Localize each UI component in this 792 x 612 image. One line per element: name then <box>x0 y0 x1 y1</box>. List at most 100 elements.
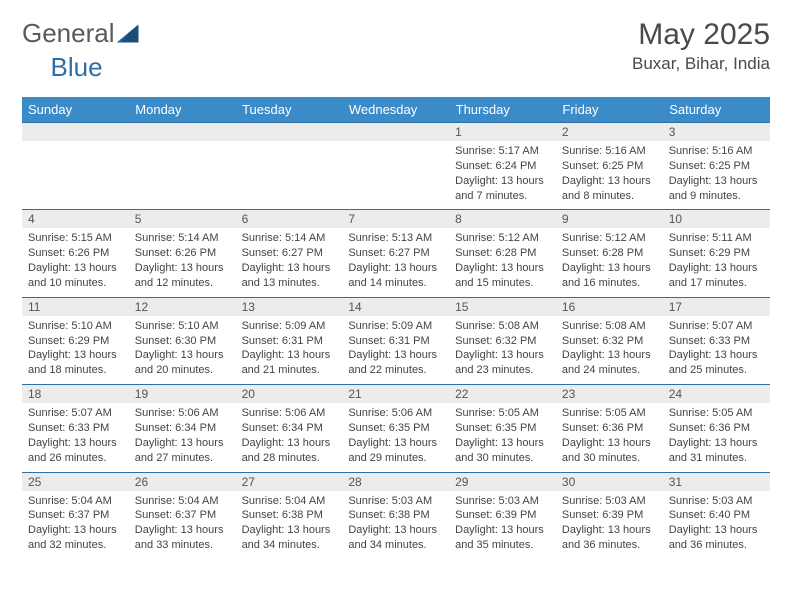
sunrise-line: Sunrise: 5:03 AM <box>348 494 443 509</box>
sunrise-line: Sunrise: 5:03 AM <box>455 494 550 509</box>
sunset-line: Sunset: 6:36 PM <box>562 421 657 436</box>
daylight-line: Daylight: 13 hours and 35 minutes. <box>455 523 550 553</box>
daylight-line: Daylight: 13 hours and 34 minutes. <box>242 523 337 553</box>
day-number: 19 <box>129 385 236 404</box>
sunset-line: Sunset: 6:27 PM <box>242 246 337 261</box>
daylight-line: Daylight: 13 hours and 8 minutes. <box>562 174 657 204</box>
day-cell: Sunrise: 5:05 AMSunset: 6:36 PMDaylight:… <box>663 403 770 472</box>
day-number: 8 <box>449 210 556 229</box>
day-number: 4 <box>22 210 129 229</box>
day-number-row: 18192021222324 <box>22 385 770 404</box>
sunset-line: Sunset: 6:38 PM <box>242 508 337 523</box>
day-number: 20 <box>236 385 343 404</box>
daylight-line: Daylight: 13 hours and 28 minutes. <box>242 436 337 466</box>
sunrise-line: Sunrise: 5:05 AM <box>562 406 657 421</box>
sunset-line: Sunset: 6:37 PM <box>135 508 230 523</box>
daylight-line: Daylight: 13 hours and 27 minutes. <box>135 436 230 466</box>
day-detail-row: Sunrise: 5:04 AM Sunset: 6:37 PM Daylight:… <box>22 491 770 559</box>
calendar-table: SundayMondayTuesdayWednesdayThursdayFrid… <box>22 97 770 559</box>
sunset-line: Sunset: 6:26 PM <box>28 246 123 261</box>
daylight-line: Daylight: 13 hours and 34 minutes. <box>348 523 443 553</box>
sunrise-line: Sunrise: 5:07 AM <box>669 319 764 334</box>
day-cell: Sunrise: 5:08 AMSunset: 6:32 PMDaylight:… <box>449 316 556 385</box>
sunset-line: Sunset: 6:40 PM <box>669 508 764 523</box>
day-cell: Sunrise: 5:06 AMSunset: 6:34 PMDaylight:… <box>129 403 236 472</box>
sunrise-line: Sunrise: 5:07 AM <box>28 406 123 421</box>
sunrise-line: Sunrise: 5:17 AM <box>455 144 550 159</box>
sunset-line: Sunset: 6:31 PM <box>242 334 337 349</box>
day-number: 26 <box>129 472 236 491</box>
sunset-line: Sunset: 6:34 PM <box>135 421 230 436</box>
sunset-line: Sunset: 6:29 PM <box>28 334 123 349</box>
day-number: 16 <box>556 297 663 316</box>
day-cell: Sunrise: 5:16 AMSunset: 6:25 PMDaylight:… <box>663 141 770 210</box>
month-title: May 2025 <box>632 18 770 52</box>
day-number: 23 <box>556 385 663 404</box>
daylight-line: Daylight: 13 hours and 13 minutes. <box>242 261 337 291</box>
sunset-line: Sunset: 6:26 PM <box>135 246 230 261</box>
day-number <box>22 123 129 142</box>
day-cell: Sunrise: 5:12 AMSunset: 6:28 PMDaylight:… <box>556 228 663 297</box>
day-detail-row: Sunrise: 5:15 AMSunset: 6:26 PMDaylight:… <box>22 228 770 297</box>
day-number: 1 <box>449 123 556 142</box>
daylight-line: Daylight: 13 hours and 20 minutes. <box>135 348 230 378</box>
day-cell: Sunrise: 5:07 AMSunset: 6:33 PMDaylight:… <box>663 316 770 385</box>
day-number-row: 123 <box>22 123 770 142</box>
daylight-line: Daylight: 13 hours and 30 minutes. <box>562 436 657 466</box>
day-cell: Sunrise: 5:04 AMSunset: 6:37 PMDaylight:… <box>22 491 129 559</box>
weekday-header: Thursday <box>449 97 556 123</box>
sunset-line: Sunset: 6:24 PM <box>455 159 550 174</box>
sunrise-line: Sunrise: 5:05 AM <box>669 406 764 421</box>
sunrise-line: Sunrise: 5:12 AM <box>562 231 657 246</box>
day-number: 28 <box>342 472 449 491</box>
day-cell: Sunrise: 5:15 AMSunset: 6:26 PMDaylight:… <box>22 228 129 297</box>
day-cell: Sunrise: 5:04 AMSunset: 6:38 PMDaylight:… <box>236 491 343 559</box>
day-number: 22 <box>449 385 556 404</box>
day-number: 12 <box>129 297 236 316</box>
day-number: 30 <box>556 472 663 491</box>
day-number: 21 <box>342 385 449 404</box>
sunrise-line: Sunrise: 5:04 AM <box>28 494 123 509</box>
day-number: 31 <box>663 472 770 491</box>
day-number-row: 25262728293031 <box>22 472 770 491</box>
day-cell <box>129 141 236 210</box>
day-cell: Sunrise: 5:13 AMSunset: 6:27 PMDaylight:… <box>342 228 449 297</box>
daylight-line: Daylight: 13 hours and 36 minutes. <box>562 523 657 553</box>
daylight-line: Daylight: 13 hours and 29 minutes. <box>348 436 443 466</box>
sunset-line: Sunset: 6:38 PM <box>348 508 443 523</box>
day-number <box>342 123 449 142</box>
sunrise-line: Sunrise: 5:16 AM <box>669 144 764 159</box>
day-number: 6 <box>236 210 343 229</box>
day-cell: Sunrise: 5:03 AMSunset: 6:38 PMDaylight:… <box>342 491 449 559</box>
day-number: 25 <box>22 472 129 491</box>
daylight-line: Daylight: 13 hours and 10 minutes. <box>28 261 123 291</box>
sunset-line: Sunset: 6:27 PM <box>348 246 443 261</box>
weekday-header: Wednesday <box>342 97 449 123</box>
sunrise-line: Sunrise: 5:04 AM <box>242 494 337 509</box>
weekday-header: Friday <box>556 97 663 123</box>
sunrise-line: Sunrise: 5:03 AM <box>562 494 657 509</box>
daylight-line: Daylight: 13 hours and 26 minutes. <box>28 436 123 466</box>
day-cell: Sunrise: 5:06 AMSunset: 6:34 PMDaylight:… <box>236 403 343 472</box>
day-number: 9 <box>556 210 663 229</box>
sunrise-line: Sunrise: 5:14 AM <box>135 231 230 246</box>
weekday-header: Sunday <box>22 97 129 123</box>
day-cell <box>236 141 343 210</box>
day-cell: Sunrise: 5:04 AMSunset: 6:37 PMDaylight:… <box>129 491 236 559</box>
sunrise-line: Sunrise: 5:08 AM <box>562 319 657 334</box>
day-cell: Sunrise: 5:10 AMSunset: 6:29 PMDaylight:… <box>22 316 129 385</box>
sunset-line: Sunset: 6:35 PM <box>455 421 550 436</box>
sunset-line: Sunset: 6:29 PM <box>669 246 764 261</box>
daylight-line: Daylight: 13 hours and 7 minutes. <box>455 174 550 204</box>
day-number: 11 <box>22 297 129 316</box>
sunset-line: Sunset: 6:39 PM <box>455 508 550 523</box>
daylight-line: Daylight: 13 hours and 21 minutes. <box>242 348 337 378</box>
day-cell: Sunrise: 5:10 AMSunset: 6:30 PMDaylight:… <box>129 316 236 385</box>
day-cell: Sunrise: 5:03 AMSunset: 6:40 PMDaylight:… <box>663 491 770 559</box>
sunset-line: Sunset: 6:34 PM <box>242 421 337 436</box>
sunset-line: Sunset: 6:32 PM <box>455 334 550 349</box>
day-cell <box>22 141 129 210</box>
daylight-line: Daylight: 13 hours and 36 minutes. <box>669 523 764 553</box>
daylight-line: Daylight: 13 hours and 31 minutes. <box>669 436 764 466</box>
sunrise-line: Sunrise: 5:10 AM <box>28 319 123 334</box>
